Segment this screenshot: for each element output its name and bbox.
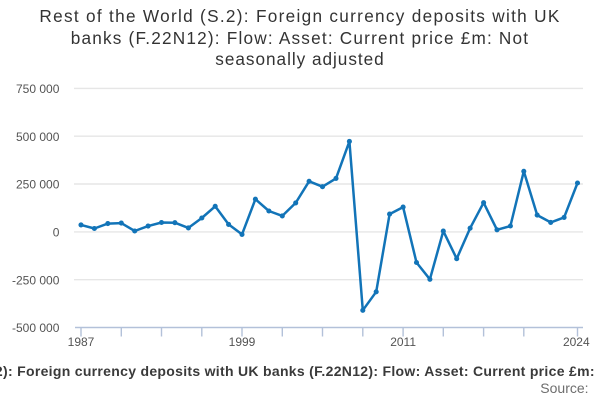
svg-text:750 000: 750 000 [16,82,60,96]
svg-text:0: 0 [53,226,60,240]
svg-text:2011: 2011 [390,335,416,349]
svg-text:-500 000: -500 000 [12,321,60,335]
svg-text:500 000: 500 000 [16,130,60,144]
svg-text:2024: 2024 [563,335,590,349]
svg-text:1987: 1987 [68,335,95,349]
svg-text:1999: 1999 [229,335,256,349]
svg-text:250 000: 250 000 [16,178,60,192]
svg-text:-250 000: -250 000 [12,273,60,287]
